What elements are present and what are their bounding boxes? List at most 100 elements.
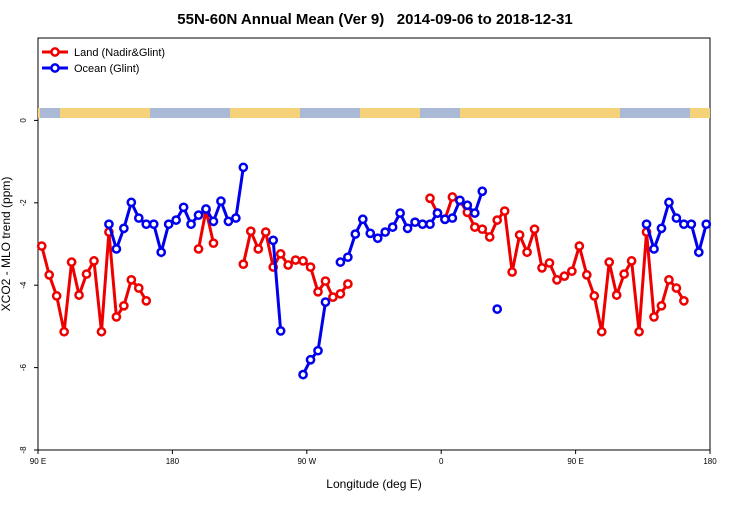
data-point xyxy=(290,255,301,265)
data-point xyxy=(469,208,480,218)
x-tick-label: 0 xyxy=(439,457,444,466)
chart-title: 55N-60N Annual Mean (Ver 9) 2014-09-06 t… xyxy=(177,11,572,28)
data-point xyxy=(350,229,361,239)
legend-label: Ocean (Glint) xyxy=(74,63,139,75)
data-point xyxy=(402,223,413,234)
data-point xyxy=(89,256,99,266)
data-point xyxy=(656,223,667,234)
data-point xyxy=(119,300,129,311)
strip-ocean xyxy=(300,108,360,118)
data-point xyxy=(679,296,689,306)
data-point xyxy=(253,244,264,254)
data-point xyxy=(231,213,241,223)
data-point xyxy=(238,259,249,270)
x-axis-label: Longitude (deg E) xyxy=(326,477,421,491)
data-point xyxy=(111,244,122,254)
data-point xyxy=(664,274,674,285)
y-tick-label: 0 xyxy=(19,118,28,123)
data-point xyxy=(343,252,353,263)
data-point xyxy=(462,200,473,211)
data-point xyxy=(589,291,600,301)
data-point xyxy=(544,258,555,268)
x-tick-label: 90 W xyxy=(297,457,316,466)
data-point xyxy=(425,219,435,230)
data-point xyxy=(492,304,503,314)
data-point xyxy=(320,297,331,307)
data-point xyxy=(36,241,47,251)
y-tick-label: -6 xyxy=(19,363,28,371)
data-point xyxy=(507,267,517,277)
land-ocean-strip xyxy=(38,108,710,118)
legend: Land (Nadir&Glint) Ocean (Glint) xyxy=(42,47,165,75)
data-point xyxy=(298,369,308,380)
data-point xyxy=(283,260,293,270)
data-point xyxy=(440,214,450,225)
data-point xyxy=(477,224,488,235)
data-point xyxy=(596,326,607,337)
data-point xyxy=(574,241,585,251)
strip-ocean xyxy=(420,108,460,118)
data-point xyxy=(477,186,488,197)
data-point xyxy=(492,215,503,225)
data-point xyxy=(126,197,137,208)
legend-marker xyxy=(50,63,60,73)
series-line xyxy=(271,240,283,332)
data-point xyxy=(208,238,219,249)
data-point xyxy=(432,208,443,218)
data-point xyxy=(559,271,570,281)
data-point xyxy=(365,228,376,239)
data-point xyxy=(201,204,211,214)
data-point xyxy=(156,247,167,258)
data-point xyxy=(604,257,615,267)
data-point xyxy=(133,283,144,293)
data-point xyxy=(328,292,338,302)
legend-label: Land (Nadir&Glint) xyxy=(74,47,165,59)
data-point xyxy=(447,192,458,202)
data-point xyxy=(455,195,465,206)
x-tick-label: 90 E xyxy=(567,457,583,466)
data-point xyxy=(529,224,540,235)
data-point xyxy=(522,247,532,258)
data-point xyxy=(298,256,308,266)
data-point xyxy=(641,219,652,230)
data-point xyxy=(66,257,77,267)
data-point xyxy=(186,219,196,230)
data-point xyxy=(693,247,704,258)
x-tick-label: 180 xyxy=(703,457,717,466)
data-point xyxy=(305,354,316,365)
series-line xyxy=(428,194,686,333)
y-axis-label: XCO2 - MLO trend (ppm) xyxy=(0,177,13,312)
data-point xyxy=(417,219,428,230)
data-point xyxy=(671,213,682,223)
x-tick-label: 180 xyxy=(166,457,180,466)
data-point xyxy=(119,223,129,234)
data-point xyxy=(619,269,629,279)
data-point xyxy=(59,326,69,337)
data-point xyxy=(193,244,204,254)
data-point xyxy=(581,270,592,280)
data-point xyxy=(111,312,122,322)
data-point xyxy=(238,162,249,173)
data-point xyxy=(223,216,234,227)
data-point xyxy=(275,249,286,259)
data-point xyxy=(216,196,226,207)
data-point xyxy=(148,219,159,230)
data-point xyxy=(81,269,92,279)
x-tick-label: 90 E xyxy=(30,457,46,466)
y-tick-label: -8 xyxy=(19,446,28,454)
data-point xyxy=(664,197,674,208)
data-point xyxy=(634,326,644,337)
data-point xyxy=(51,291,62,301)
data-point xyxy=(171,215,181,225)
data-point xyxy=(514,230,525,240)
data-point xyxy=(313,345,323,356)
data-point xyxy=(380,227,391,237)
data-point xyxy=(193,210,204,221)
series xyxy=(104,162,712,380)
data-point xyxy=(387,222,398,232)
data-point xyxy=(372,233,383,244)
y-tick-label: -4 xyxy=(19,281,28,289)
data-point xyxy=(611,290,622,300)
data-point xyxy=(141,219,152,230)
